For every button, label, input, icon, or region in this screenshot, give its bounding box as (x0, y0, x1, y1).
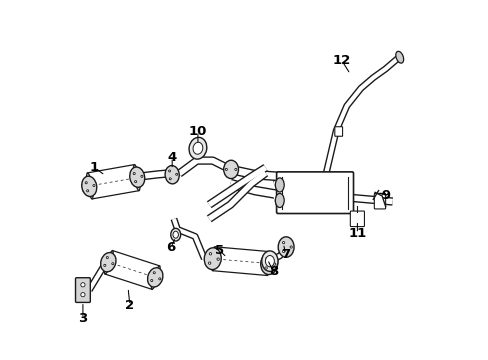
Polygon shape (105, 251, 159, 289)
Circle shape (217, 258, 219, 260)
Circle shape (175, 173, 177, 175)
Circle shape (133, 172, 135, 175)
Circle shape (106, 257, 108, 258)
Ellipse shape (170, 228, 180, 241)
Ellipse shape (165, 166, 179, 184)
Circle shape (265, 257, 267, 260)
Ellipse shape (223, 160, 238, 179)
Ellipse shape (81, 176, 97, 197)
Text: 1: 1 (90, 161, 99, 174)
Circle shape (112, 263, 114, 265)
Circle shape (289, 246, 292, 248)
Text: 8: 8 (268, 265, 278, 278)
Circle shape (85, 182, 87, 184)
Ellipse shape (104, 251, 113, 274)
Ellipse shape (261, 251, 278, 271)
Polygon shape (212, 247, 269, 275)
Circle shape (208, 262, 210, 264)
Circle shape (169, 178, 171, 180)
Circle shape (282, 250, 284, 253)
Circle shape (86, 190, 88, 192)
FancyBboxPatch shape (75, 278, 90, 302)
Ellipse shape (265, 256, 274, 267)
Circle shape (141, 175, 142, 177)
Ellipse shape (275, 193, 284, 207)
Text: 6: 6 (166, 240, 175, 253)
Ellipse shape (101, 252, 116, 272)
Circle shape (93, 184, 95, 186)
Circle shape (159, 278, 161, 280)
Circle shape (225, 168, 227, 170)
Text: 11: 11 (347, 227, 366, 240)
Ellipse shape (211, 247, 216, 271)
Ellipse shape (173, 231, 178, 238)
Ellipse shape (193, 142, 203, 154)
Circle shape (134, 181, 136, 183)
Text: 10: 10 (188, 125, 207, 138)
Ellipse shape (275, 178, 284, 192)
Text: 4: 4 (167, 150, 177, 163)
Ellipse shape (147, 268, 163, 287)
Text: 9: 9 (380, 189, 389, 202)
Circle shape (273, 263, 275, 265)
Ellipse shape (204, 248, 221, 270)
Ellipse shape (133, 165, 140, 191)
Ellipse shape (260, 253, 277, 275)
Circle shape (168, 170, 170, 172)
Ellipse shape (129, 167, 144, 187)
Text: 3: 3 (78, 312, 87, 325)
Text: 7: 7 (281, 248, 290, 261)
Ellipse shape (151, 266, 160, 289)
Circle shape (234, 168, 236, 170)
Text: 5: 5 (215, 244, 224, 257)
FancyBboxPatch shape (276, 172, 353, 213)
Text: 12: 12 (332, 54, 350, 67)
Ellipse shape (278, 237, 293, 257)
Ellipse shape (265, 252, 270, 275)
Circle shape (209, 253, 211, 255)
Circle shape (81, 283, 85, 287)
Circle shape (81, 293, 85, 297)
Circle shape (103, 264, 105, 266)
Polygon shape (87, 165, 139, 199)
Circle shape (150, 279, 152, 282)
FancyBboxPatch shape (334, 127, 342, 136)
Ellipse shape (189, 138, 206, 159)
Text: 2: 2 (125, 299, 134, 312)
Ellipse shape (86, 173, 93, 199)
Circle shape (264, 267, 267, 269)
Circle shape (153, 272, 155, 274)
FancyBboxPatch shape (349, 211, 364, 226)
Circle shape (282, 242, 284, 244)
FancyBboxPatch shape (374, 193, 385, 209)
Ellipse shape (395, 51, 403, 63)
